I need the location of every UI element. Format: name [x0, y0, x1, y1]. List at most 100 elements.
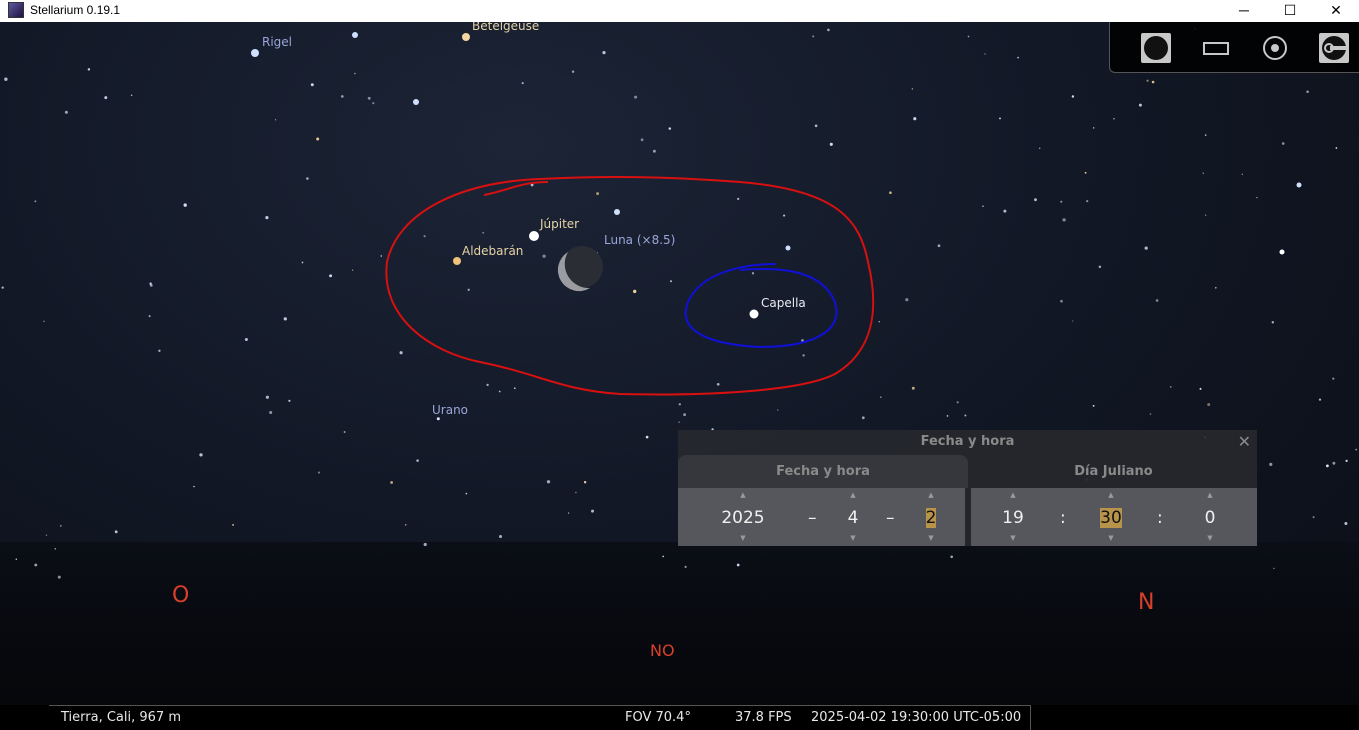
horizon-ground	[0, 542, 1359, 705]
month-value[interactable]: 4	[847, 508, 859, 528]
month-up-arrow[interactable]: ▲	[850, 491, 856, 499]
background-star	[946, 415, 949, 417]
background-star	[829, 142, 833, 146]
minute-value[interactable]: 30	[1096, 508, 1126, 528]
minute-spinbox[interactable]: ▲ 30 ▼	[1096, 488, 1126, 546]
dialog-title[interactable]: Fecha y hora	[920, 434, 1015, 449]
background-star	[801, 339, 804, 342]
minute-down-arrow[interactable]: ▼	[1108, 534, 1114, 542]
background-star	[265, 395, 270, 399]
label-aldebaran[interactable]: Aldebarán	[462, 244, 524, 258]
close-icon[interactable]: ✕	[1237, 432, 1251, 451]
background-star	[34, 563, 38, 567]
key-icon[interactable]	[1318, 32, 1350, 64]
background-star	[1281, 142, 1285, 145]
background-star	[1332, 461, 1336, 465]
background-star	[399, 351, 403, 355]
year-spinbox[interactable]: ▲ 2025 ▼	[713, 488, 773, 546]
month-down-arrow[interactable]: ▼	[850, 534, 856, 542]
background-star	[343, 431, 346, 433]
background-star	[1202, 172, 1204, 174]
background-star	[274, 119, 277, 121]
background-star	[158, 349, 161, 353]
target-icon[interactable]	[1259, 32, 1291, 64]
background-star	[1355, 448, 1358, 451]
background-star	[802, 354, 805, 357]
background-star	[34, 200, 37, 203]
cardinal-west: O	[172, 583, 190, 608]
background-star	[652, 149, 656, 153]
year-up-arrow[interactable]: ▲	[740, 491, 746, 499]
background-star	[999, 117, 1001, 120]
year-value[interactable]: 2025	[721, 508, 765, 528]
background-star	[964, 414, 967, 417]
background-star	[306, 177, 309, 180]
background-star	[1113, 117, 1115, 120]
background-star	[1271, 321, 1275, 324]
background-star	[546, 480, 551, 484]
month-spinbox[interactable]: ▲ 4 ▼	[838, 488, 868, 546]
background-star	[1149, 413, 1152, 415]
label-capella[interactable]: Capella	[761, 296, 806, 310]
sky-view[interactable]: Rigel Betelgeuse Júpiter Luna (×8.5) Ald…	[0, 22, 1359, 705]
second-value[interactable]: 0	[1204, 508, 1216, 528]
background-star	[329, 274, 333, 278]
second-spinbox[interactable]: ▲ 0 ▼	[1195, 488, 1225, 546]
background-star	[436, 417, 440, 421]
label-jupiter[interactable]: Júpiter	[540, 217, 580, 231]
background-star	[668, 127, 672, 130]
background-star	[1332, 377, 1335, 380]
background-star	[148, 315, 151, 318]
day-spinbox[interactable]: ▲ 2 ▼	[916, 488, 946, 546]
planet-icon[interactable]	[1140, 32, 1172, 64]
background-star	[130, 94, 133, 97]
planet-jupiter	[529, 231, 539, 241]
background-star	[645, 435, 649, 439]
background-star	[1204, 134, 1207, 136]
background-star	[1273, 567, 1275, 570]
label-betelgeuse[interactable]: Betelgeuse	[472, 22, 540, 33]
close-button[interactable]: ✕	[1330, 2, 1342, 18]
background-star	[640, 138, 644, 142]
background-star	[678, 403, 681, 406]
date-separator: –	[886, 508, 895, 528]
second-down-arrow[interactable]: ▼	[1207, 534, 1213, 542]
background-star	[1205, 214, 1207, 216]
background-star	[367, 96, 371, 100]
background-star	[351, 269, 354, 271]
hour-down-arrow[interactable]: ▼	[1010, 534, 1016, 542]
minimize-button[interactable]: ─	[1239, 2, 1249, 18]
background-star	[60, 525, 62, 527]
second-up-arrow[interactable]: ▲	[1207, 491, 1213, 499]
label-uranus[interactable]: Urano	[432, 403, 469, 417]
background-star	[1169, 386, 1172, 388]
time-panel: ▲ 19 ▼ : ▲ 30 ▼ : ▲ 0 ▼	[971, 488, 1257, 546]
hour-up-arrow[interactable]: ▲	[1010, 491, 1016, 499]
tab-date-time[interactable]: Fecha y hora	[678, 455, 968, 488]
background-star	[1060, 200, 1063, 203]
tab-julian-day[interactable]: Día Juliano	[1074, 464, 1153, 479]
background-star	[232, 523, 235, 526]
background-star	[950, 555, 953, 559]
cardinal-north: N	[1138, 590, 1155, 615]
day-value[interactable]: 2	[916, 508, 946, 528]
star-betelgeuse	[462, 33, 470, 41]
minute-up-arrow[interactable]: ▲	[1108, 491, 1114, 499]
day-down-arrow[interactable]: ▼	[928, 534, 934, 542]
background-star	[498, 534, 503, 539]
background-star	[602, 50, 606, 55]
maximize-button[interactable]: ☐	[1283, 2, 1297, 18]
background-star	[633, 289, 637, 294]
label-rigel[interactable]: Rigel	[262, 35, 293, 49]
year-down-arrow[interactable]: ▼	[740, 534, 746, 542]
background-star	[265, 216, 269, 220]
background-star	[889, 191, 892, 194]
background-star	[905, 298, 909, 302]
hour-spinbox[interactable]: ▲ 19 ▼	[998, 488, 1028, 546]
label-moon[interactable]: Luna (×8.5)	[604, 233, 676, 247]
day-up-arrow[interactable]: ▲	[928, 491, 934, 499]
hour-value[interactable]: 19	[1002, 508, 1024, 528]
background-star	[104, 96, 108, 100]
window-icon[interactable]	[1200, 32, 1232, 64]
background-star	[404, 523, 407, 526]
